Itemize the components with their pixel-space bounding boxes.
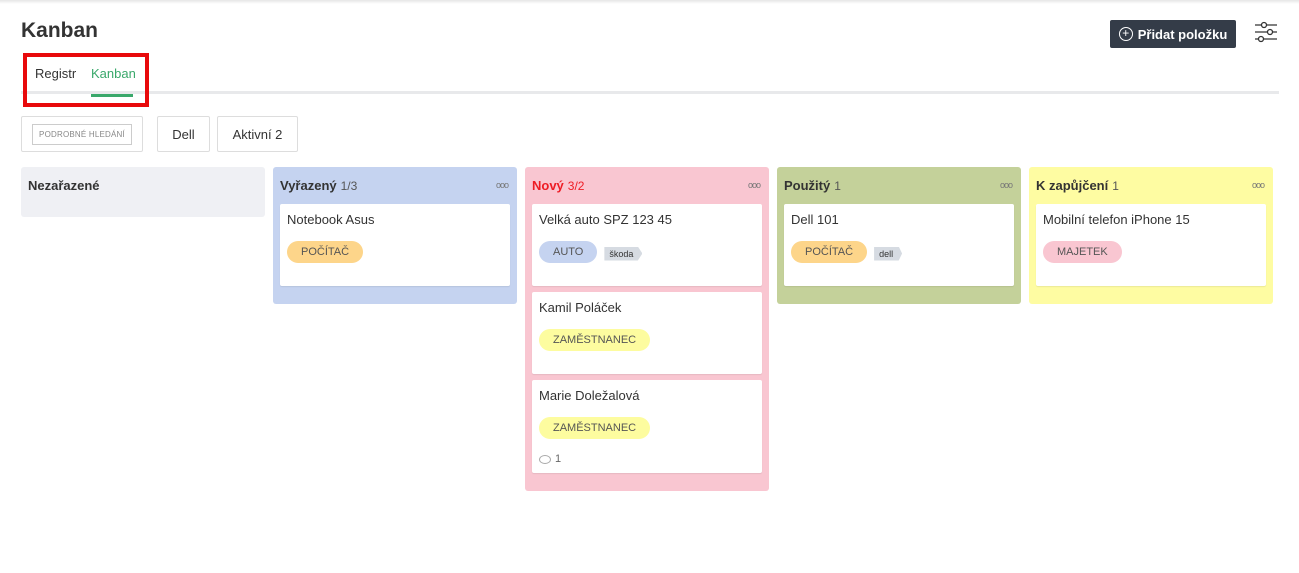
kanban-column: Nový 3/2 ooo Velká auto SPZ 123 45 AUTO škoda… xyxy=(525,167,769,491)
annotation-highlight-box xyxy=(23,53,149,107)
kanban-card[interactable]: Notebook Asus POČÍTAČ xyxy=(280,204,510,286)
comment-icon xyxy=(539,454,551,464)
advanced-search-label: PODROBNÉ HLEDÁNÍ xyxy=(32,123,132,145)
category-pill: MAJETEK xyxy=(1043,241,1122,263)
tab-bar: Registr Kanban xyxy=(21,66,1279,97)
column-title: Nový xyxy=(532,178,564,193)
category-pill: POČÍTAČ xyxy=(287,241,364,263)
kanban-card[interactable]: Kamil Poláček ZAMĚSTNANEC xyxy=(532,292,762,374)
card-title: Velká auto SPZ 123 45 xyxy=(539,212,672,227)
tab-kanban[interactable]: Kanban xyxy=(91,66,136,97)
card-title: Marie Doležalová xyxy=(539,388,640,403)
label-tag: dell xyxy=(874,246,903,261)
column-count: 3/2 xyxy=(567,178,585,193)
top-shadow xyxy=(0,0,1299,4)
category-pill: AUTO xyxy=(539,241,598,263)
filter-dell[interactable]: Dell xyxy=(157,116,210,152)
column-header[interactable]: Nový 3/2 ooo xyxy=(532,167,762,204)
card-title: Notebook Asus xyxy=(287,212,375,227)
more-options-icon[interactable]: ooo xyxy=(1251,180,1265,190)
card-tags: MAJETEK xyxy=(1043,241,1259,263)
card-tags: ZAMĚSTNANEC xyxy=(539,329,755,351)
category-pill: POČÍTAČ xyxy=(791,241,868,263)
more-options-icon[interactable]: ooo xyxy=(495,180,509,190)
column-header[interactable]: K zapůjčení 1 ooo xyxy=(1036,167,1266,204)
column-header[interactable]: Nezařazené xyxy=(28,167,258,204)
card-tags: POČÍTAČ dell xyxy=(791,241,1007,263)
more-options-icon[interactable]: ooo xyxy=(999,180,1013,190)
kanban-column: K zapůjčení 1 ooo Mobilní telefon iPhone 15… xyxy=(1029,167,1273,304)
kanban-card[interactable]: Marie Doležalová ZAMĚSTNANEC 1 xyxy=(532,380,762,473)
label-tag: škoda xyxy=(604,246,643,261)
card-title: Kamil Poláček xyxy=(539,300,622,315)
column-header[interactable]: Použitý 1 ooo xyxy=(784,167,1014,204)
comment-count-value: 1 xyxy=(555,453,562,465)
add-item-label: Přidat položku xyxy=(1137,26,1228,42)
tab-registr[interactable]: Registr xyxy=(35,66,77,81)
page-title: Kanban xyxy=(21,19,99,42)
kanban-column: Vyřazený 1/3 ooo Notebook Asus POČÍTAČ xyxy=(273,167,517,304)
column-title: Nezařazené xyxy=(28,178,100,193)
more-options-icon[interactable]: ooo xyxy=(747,180,761,190)
card-tags: AUTO škoda xyxy=(539,241,755,263)
column-header[interactable]: Vyřazený 1/3 ooo xyxy=(280,167,510,204)
card-tags: ZAMĚSTNANEC xyxy=(539,417,755,439)
kanban-card[interactable]: Mobilní telefon iPhone 15 MAJETEK xyxy=(1036,204,1266,286)
column-count: 1/3 xyxy=(340,178,358,193)
plus-circle-icon: + xyxy=(1118,27,1133,41)
column-title: Použitý xyxy=(784,178,831,193)
filter-active[interactable]: Aktivní 2 xyxy=(217,116,298,152)
kanban-column: Použitý 1 ooo Dell 101 POČÍTAČ dell xyxy=(777,167,1021,304)
column-count: 1 xyxy=(1112,178,1119,193)
column-count: 1 xyxy=(834,178,841,193)
category-pill: ZAMĚSTNANEC xyxy=(539,329,651,351)
card-title: Mobilní telefon iPhone 15 xyxy=(1043,212,1190,227)
column-title: K zapůjčení xyxy=(1036,178,1109,193)
card-title: Dell 101 xyxy=(791,212,839,227)
add-item-button[interactable]: + Přidat položku xyxy=(1110,20,1236,48)
category-pill: ZAMĚSTNANEC xyxy=(539,417,651,439)
kanban-column: Nezařazené xyxy=(21,167,265,217)
advanced-search-button[interactable]: PODROBNÉ HLEDÁNÍ xyxy=(21,116,143,152)
kanban-card[interactable]: Dell 101 POČÍTAČ dell xyxy=(784,204,1014,286)
sliders-icon[interactable] xyxy=(1254,21,1278,43)
comment-count[interactable]: 1 xyxy=(539,453,755,465)
column-title: Vyřazený xyxy=(280,178,337,193)
kanban-card[interactable]: Velká auto SPZ 123 45 AUTO škoda xyxy=(532,204,762,286)
card-tags: POČÍTAČ xyxy=(287,241,503,263)
